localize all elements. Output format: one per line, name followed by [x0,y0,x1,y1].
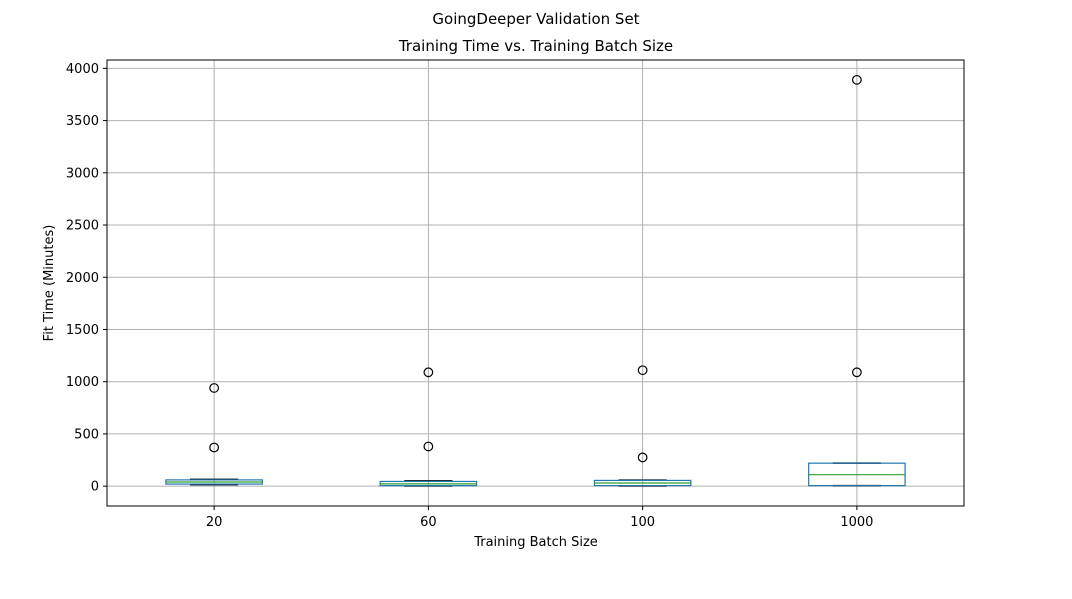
y-axis-label: Fit Time (Minutes) [42,225,57,342]
x-tick-label: 1000 [840,515,873,530]
outlier-point [423,441,434,452]
outlier-point [423,367,434,378]
chart-title: Training Time vs. Training Batch Size [398,37,673,55]
y-tick-label: 0 [91,480,99,495]
x-tick-label: 100 [630,515,655,530]
y-tick-label: 1500 [66,323,99,338]
y-tick-label: 2500 [66,219,99,234]
figure-suptitle: GoingDeeper Validation Set [432,10,639,28]
y-tick-label: 2000 [66,271,99,286]
y-tick-label: 3000 [66,166,99,181]
x-tick-label: 20 [206,515,223,530]
y-tick-label: 500 [74,427,99,442]
outlier-point [637,365,648,376]
outlier-point [637,452,648,463]
outlier-point [851,74,862,85]
y-tick-label: 1000 [66,375,99,390]
outlier-point [209,383,220,393]
axes-frame [106,59,965,507]
y-tick-label: 3500 [66,114,99,129]
x-axis-label: Training Batch Size [473,535,598,550]
plot-area: 0 500 1000 1500 2000 2500 3000 3500 4000 20 60 100 1… [66,59,965,530]
x-tick-label: 60 [420,515,437,530]
outlier-point [851,367,862,378]
y-tick-label: 4000 [66,62,99,77]
outlier-point [209,442,220,453]
